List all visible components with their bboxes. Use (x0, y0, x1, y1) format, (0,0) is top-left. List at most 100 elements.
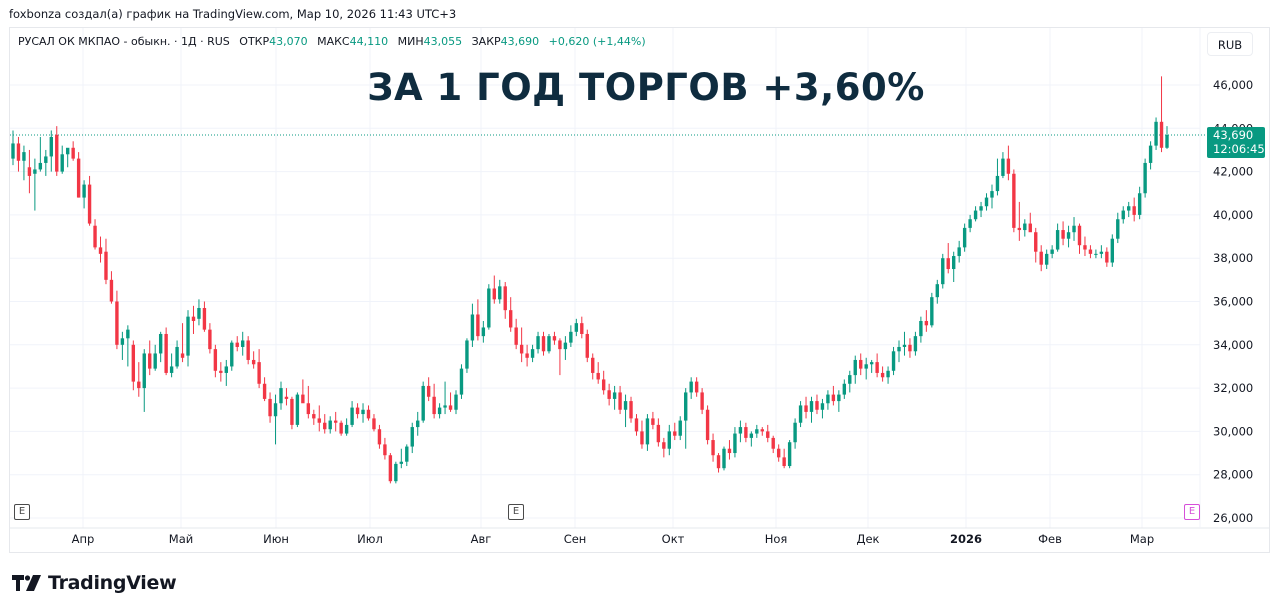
earnings-event-marker[interactable]: E (14, 504, 30, 520)
candle-body (476, 314, 480, 337)
candle-body (837, 394, 841, 402)
candle-body (60, 154, 64, 172)
candle-body (962, 227, 967, 248)
candle-body (678, 420, 682, 436)
candle-body (787, 442, 792, 467)
candle-body (984, 197, 989, 207)
candle-body (399, 461, 404, 464)
candle-body (875, 362, 879, 373)
candle-body (629, 401, 633, 419)
candle-body (230, 342, 234, 367)
candle-body (355, 407, 360, 415)
candle-body (694, 381, 699, 393)
candle-body (377, 429, 382, 445)
high-label: МАКС (317, 35, 350, 48)
x-tick-label: Май (169, 532, 193, 546)
candle-body (640, 431, 644, 445)
candle-body (279, 388, 283, 404)
y-tick-label: 28,000 (1213, 468, 1253, 482)
candle-body (49, 136, 53, 157)
candle-body (317, 418, 321, 423)
candle-body (755, 429, 759, 434)
candle-body (158, 333, 163, 354)
close-value: 43,690 (500, 35, 540, 48)
candle-body (776, 448, 781, 458)
candle-body (437, 407, 442, 415)
candle-body (38, 162, 43, 170)
symbol-name[interactable]: РУСАЛ ОК МКПАО - обыкн. · 1Д · RUS (18, 35, 230, 48)
candle-body (246, 340, 250, 360)
candle-body (268, 398, 272, 417)
candle-body (580, 323, 584, 334)
candle-body (744, 427, 748, 438)
candle-body (760, 429, 764, 432)
candle-body (601, 379, 606, 391)
candle-body (656, 424, 661, 443)
low-value: 43,055 (423, 35, 463, 48)
candle-body (426, 385, 431, 397)
candle-body (541, 336, 546, 352)
candle-body (1028, 223, 1032, 233)
earnings-event-marker[interactable]: E (508, 504, 524, 520)
candle-body (148, 353, 152, 369)
candle-body (202, 307, 207, 330)
candle-body (547, 336, 551, 352)
x-tick-label: Окт (662, 532, 685, 546)
candle-body (902, 344, 907, 347)
bar-countdown: 12:06:45 (1213, 142, 1265, 156)
candle-body (137, 381, 141, 389)
candle-body (930, 297, 934, 326)
candle-body (295, 394, 300, 425)
candle-body (115, 301, 119, 345)
candle-body (492, 288, 496, 300)
candle-body (1088, 249, 1093, 254)
y-tick-label: 46,000 (1213, 78, 1253, 92)
candle-body (1148, 145, 1153, 163)
currency-button[interactable]: RUB (1207, 32, 1253, 56)
candle-body (946, 258, 950, 270)
candle-body (924, 320, 929, 326)
candle-body (372, 418, 376, 430)
symbol-legend: РУСАЛ ОК МКПАО - обыкн. · 1Д · RUS ОТКР4… (18, 35, 646, 48)
candle-body (410, 427, 414, 447)
candle-body (585, 333, 589, 358)
candle-body (990, 191, 994, 198)
candle-body (498, 286, 502, 300)
candle-body (82, 184, 86, 198)
candle-body (815, 401, 819, 410)
candle-body (328, 420, 332, 430)
chart-frame (9, 27, 1270, 553)
candle-body (55, 134, 59, 172)
candle-body (618, 392, 622, 410)
candle-body (1061, 230, 1065, 239)
candle-body (957, 247, 961, 257)
candle-body (826, 394, 830, 404)
candle-body (1055, 230, 1060, 250)
x-tick-label: Июн (263, 532, 289, 546)
candle-body (935, 284, 939, 298)
tradingview-logo[interactable]: TradingView (12, 571, 177, 595)
candle-body (290, 398, 294, 425)
candle-body (700, 392, 704, 410)
candle-body (684, 392, 688, 421)
candle-body (262, 383, 267, 399)
candle-body (766, 431, 770, 438)
candle-body (689, 381, 693, 393)
candle-body (1044, 253, 1049, 265)
candle-body (1001, 158, 1005, 176)
candle-body (1094, 253, 1098, 255)
candle-body (919, 320, 923, 337)
candle-body (257, 362, 261, 384)
earnings-event-marker[interactable]: E (1184, 504, 1200, 520)
candle-body (1121, 210, 1125, 220)
candle-body (503, 286, 507, 311)
candle-body (952, 256, 956, 270)
last-price-value: 43,690 (1213, 128, 1254, 142)
candle-body (235, 342, 239, 347)
candle-body (716, 455, 721, 469)
x-tick-label: 2026 (950, 532, 982, 546)
candle-body (809, 401, 814, 412)
change-value: +0,620 (+1,44%) (548, 35, 646, 48)
candle-body (705, 409, 710, 441)
